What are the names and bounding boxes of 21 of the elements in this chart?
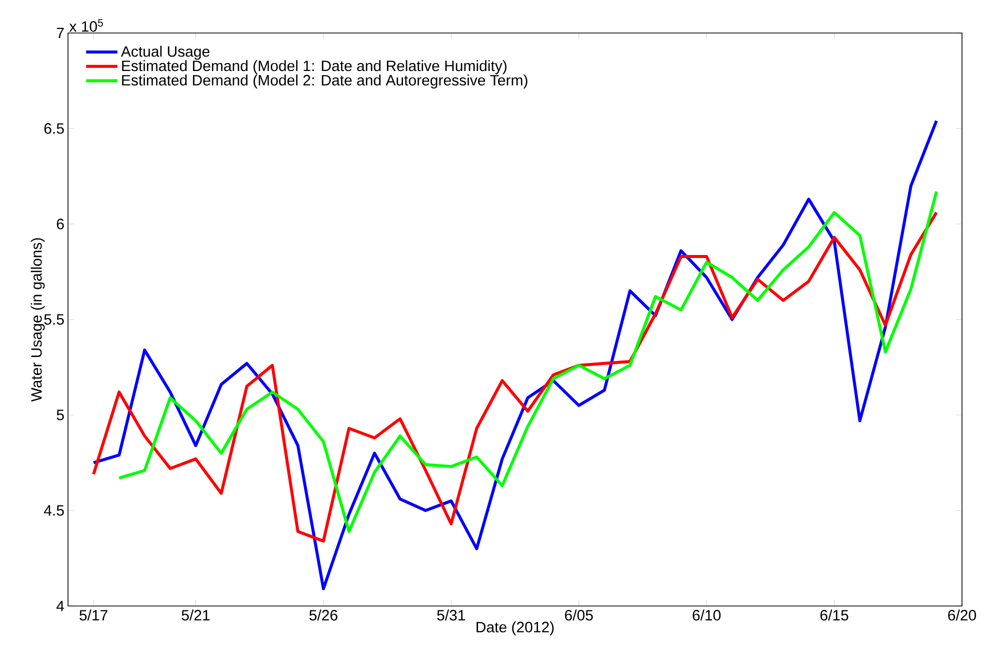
x-axis-title: Date (2012) [476,621,554,636]
legend-label: Actual Usage [120,46,210,60]
y-axis-title: Water Usage (in gallons) [30,238,45,402]
x-tick-label: 5/17 [80,610,108,621]
x-tick-label: 6/05 [565,610,593,621]
y-tick-label: 4.5 [44,505,64,516]
x-tick-label: 6/15 [820,610,848,621]
y-tick-label: 6.5 [44,123,64,134]
y-tick-label: 6 [56,218,64,230]
legend-label: Estimated Demand (Model 2: Date and Autoregressive Term) [122,74,528,88]
x-tick-label: 5/21 [182,610,210,621]
y-tick-label: 4 [56,600,64,612]
text: x 10$^{5}$ [69,19,103,32]
y-tick-label: 5.5 [44,314,64,325]
x-tick-label: 6/10 [692,610,721,621]
legend-label: Estimated Demand (Model 1: Date and Relative Humidity) [122,60,506,74]
x-tick-label: 5/26 [309,610,338,621]
y-tick-label: 5 [56,410,64,420]
x-tick-label: 5/31 [437,610,466,621]
y-tick-label: 7 [56,28,64,38]
x-tick-label: 6/20 [948,610,976,621]
